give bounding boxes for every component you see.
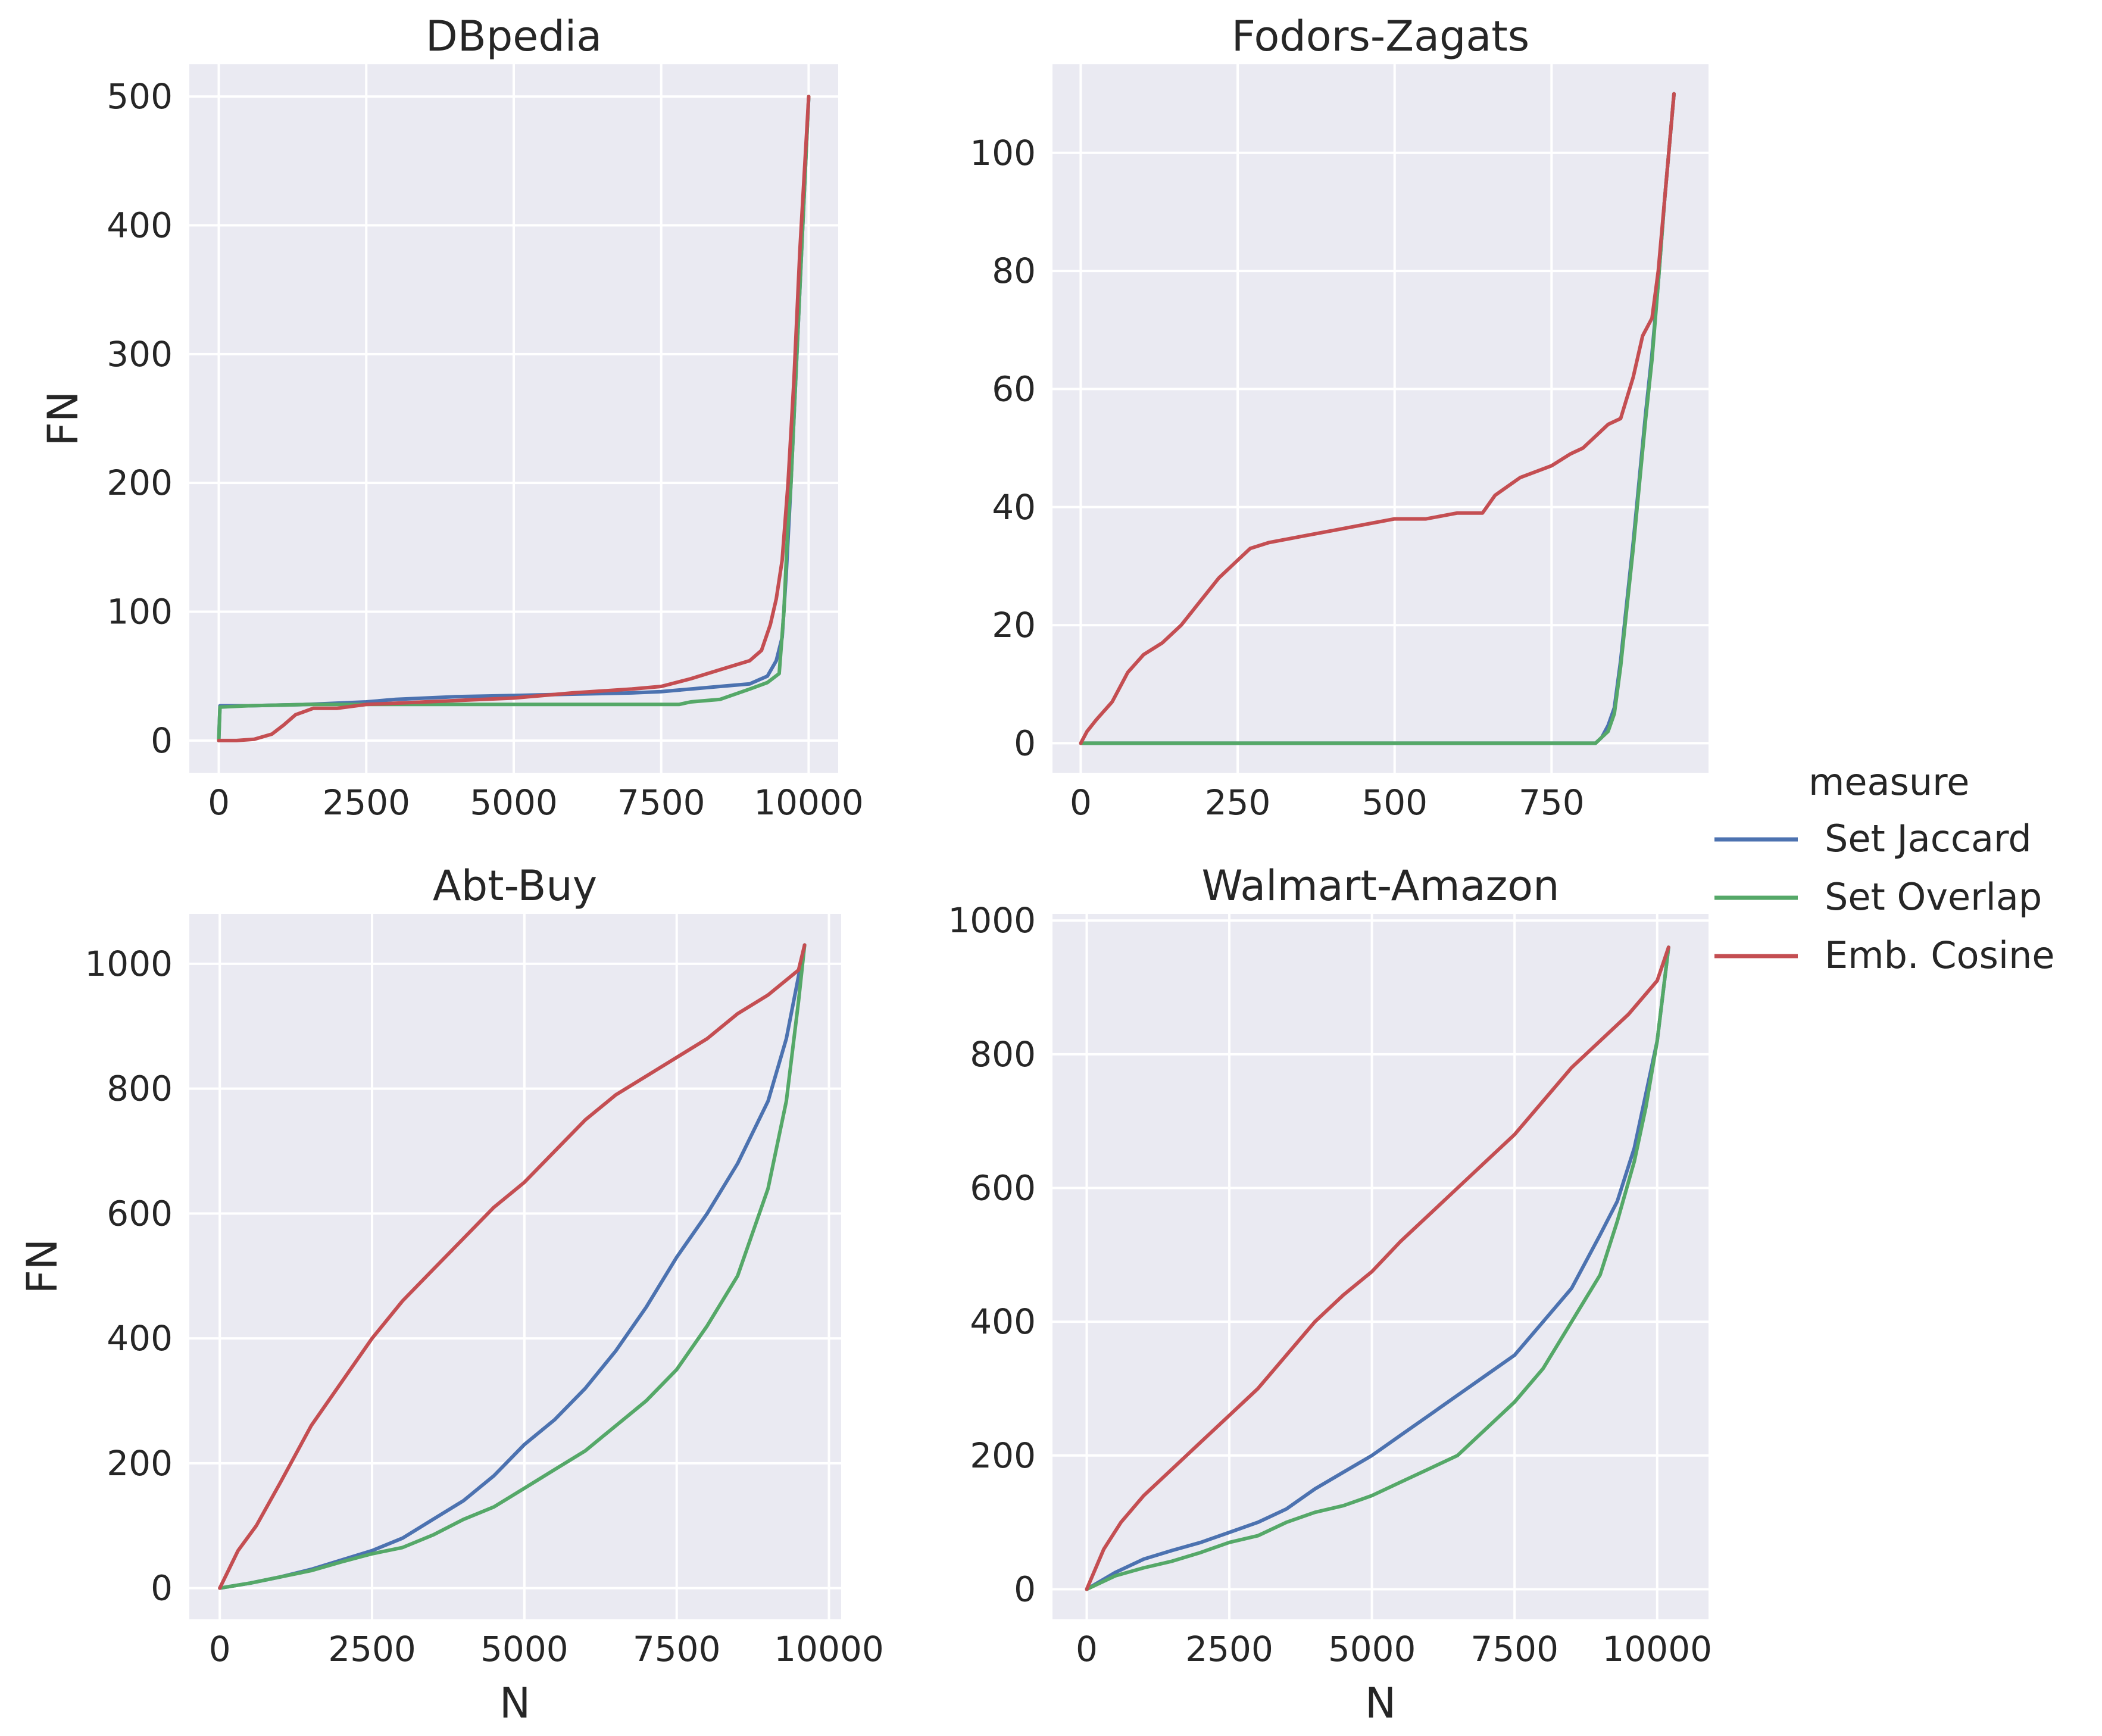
- panel-title: Fodors-Zagats: [1232, 12, 1529, 61]
- legend: measure Set Jaccard Set Overlap Emb. Cos…: [1714, 760, 2055, 977]
- x-tick-label: 0: [1070, 782, 1092, 823]
- plot-area-abt-buy: [189, 914, 841, 1619]
- series-line-set-overlap: [1079, 92, 1676, 745]
- x-tick-label: 7500: [1470, 1629, 1558, 1669]
- y-tick-label: 0: [1014, 1569, 1036, 1609]
- y-tick-label: 80: [992, 251, 1036, 291]
- y-tick-label: 20: [992, 605, 1036, 645]
- panel-fodors-zagats: 0 250 500 750 0 20 40 60 80 100 Fodors-Zagats: [970, 12, 1709, 823]
- x-tick-label: 750: [1519, 782, 1585, 823]
- x-tick-label: 5000: [480, 1629, 569, 1669]
- y-tick-label: 400: [970, 1301, 1036, 1342]
- plot-area-walmart-amazon: [1052, 914, 1709, 1619]
- panel-dbpedia: 0 2500 5000 7500 10000 0 100 200 300 400 500 DBped…: [39, 12, 864, 823]
- panel-title: Walmart-Amazon: [1201, 861, 1559, 910]
- y-tick-label: 0: [151, 1568, 173, 1609]
- x-tick-label: 0: [209, 1629, 231, 1669]
- legend-label: Set Jaccard: [1825, 817, 2032, 860]
- x-tick-label: 10000: [774, 1629, 884, 1669]
- y-axis-label: FN: [39, 391, 88, 447]
- y-tick-label: 100: [970, 133, 1036, 173]
- series-line-emb-cosine: [1079, 92, 1676, 745]
- legend-entry-emb-cosine: Emb. Cosine: [1714, 933, 2055, 977]
- y-tick-label: 200: [107, 463, 173, 503]
- legend-entry-set-jaccard: Set Jaccard: [1714, 817, 2032, 860]
- x-tick-label: 10000: [1602, 1629, 1712, 1669]
- x-tick-label: 2500: [322, 782, 410, 823]
- series-line-set-overlap: [1085, 945, 1670, 1591]
- x-tick-label: 10000: [754, 782, 864, 823]
- panel-abt-buy: 0 2500 5000 7500 10000 0 200 400 600 800 1000 Abt-…: [18, 861, 884, 1728]
- legend-title: measure: [1809, 760, 1969, 804]
- y-tick-label: 400: [107, 205, 173, 245]
- x-tick-label: 500: [1361, 782, 1428, 823]
- y-tick-label: 1000: [85, 944, 173, 984]
- plot-area-fodors-zagats: [1052, 64, 1709, 773]
- y-tick-label: 300: [107, 334, 173, 374]
- x-tick-label: 250: [1205, 782, 1271, 823]
- series-line-emb-cosine: [218, 943, 807, 1590]
- y-tick-label: 60: [992, 369, 1036, 409]
- y-axis-label: FN: [18, 1239, 67, 1294]
- y-tick-label: 400: [107, 1318, 173, 1359]
- x-tick-label: 7500: [633, 1629, 721, 1669]
- y-tick-label: 0: [151, 720, 173, 761]
- x-tick-label: 0: [208, 782, 230, 823]
- x-tick-label: 7500: [617, 782, 705, 823]
- series-line-set-jaccard: [1085, 945, 1670, 1591]
- y-tick-label: 800: [107, 1069, 173, 1109]
- panel-title: DBpedia: [426, 12, 602, 61]
- y-tick-label: 600: [107, 1193, 173, 1234]
- x-tick-label: 2500: [1185, 1629, 1273, 1669]
- y-tick-label: 200: [107, 1443, 173, 1484]
- x-tick-label: 0: [1076, 1629, 1098, 1669]
- series-line-emb-cosine: [1085, 945, 1670, 1591]
- x-tick-label: 2500: [328, 1629, 416, 1669]
- series-line-emb-cosine: [217, 95, 811, 742]
- y-tick-label: 100: [107, 592, 173, 632]
- panel-walmart-amazon: 0 2500 5000 7500 10000 0 200 400 600 800 1000 Walm…: [948, 861, 1712, 1728]
- x-axis-label: N: [1365, 1679, 1396, 1728]
- y-tick-label: 40: [992, 487, 1036, 527]
- y-tick-label: 500: [107, 76, 173, 117]
- series-line-set-overlap: [218, 943, 807, 1590]
- panel-title: Abt-Buy: [433, 861, 597, 910]
- x-tick-label: 5000: [1328, 1629, 1416, 1669]
- y-tick-label: 800: [970, 1034, 1036, 1075]
- x-tick-label: 5000: [470, 782, 558, 823]
- y-tick-label: 0: [1014, 723, 1036, 763]
- x-axis-label: N: [499, 1679, 530, 1728]
- legend-label: Emb. Cosine: [1825, 933, 2055, 977]
- y-tick-label: 200: [970, 1435, 1036, 1476]
- legend-label: Set Overlap: [1825, 875, 2042, 919]
- y-tick-label: 600: [970, 1168, 1036, 1209]
- series-line-set-overlap: [217, 95, 811, 742]
- y-tick-label: 1000: [948, 900, 1036, 941]
- legend-entry-set-overlap: Set Overlap: [1714, 875, 2042, 919]
